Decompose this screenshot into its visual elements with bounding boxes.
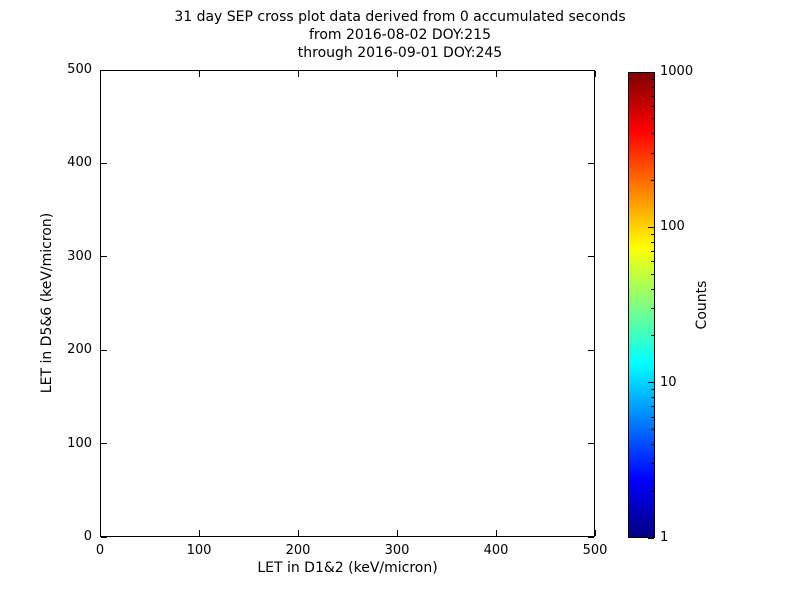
- x-tick-label: 100: [186, 543, 212, 558]
- colorbar-tick-label: 1: [660, 530, 669, 545]
- chart-title-line-3: through 2016-09-01 DOY:245: [297, 45, 503, 61]
- colorbar-minor-tick: [651, 233, 654, 235]
- colorbar-minor-tick: [651, 463, 654, 465]
- x-axis-label: LET in D1&2 (keV/micron): [257, 560, 438, 576]
- colorbar-tick: [648, 226, 654, 228]
- colorbar-minor-tick: [651, 389, 654, 391]
- y-tick: [101, 69, 107, 71]
- colorbar-tick-label: 1000: [660, 64, 694, 79]
- y-tick-label: 100: [67, 435, 92, 451]
- colorbar-minor-tick: [651, 133, 654, 135]
- chart-title-line-2: from 2016-08-02 DOY:215: [308, 27, 491, 43]
- x-tick: [594, 71, 596, 77]
- x-tick: [198, 530, 200, 536]
- chart-title-line-1: 31 day SEP cross plot data derived from …: [174, 9, 626, 25]
- colorbar-gradient: [629, 73, 654, 537]
- colorbar-minor-tick: [651, 261, 654, 263]
- x-tick-label: 300: [384, 543, 410, 558]
- colorbar-minor-tick: [651, 180, 654, 182]
- y-tick-label: 200: [67, 342, 92, 358]
- colorbar-minor-tick: [651, 428, 654, 430]
- x-tick-label: 400: [483, 543, 509, 558]
- colorbar-minor-tick: [651, 152, 654, 154]
- y-tick: [101, 536, 107, 538]
- y-tick: [588, 69, 594, 71]
- colorbar-label: Counts: [694, 280, 710, 330]
- chart-title: 31 day SEP cross plot data derived from …: [0, 8, 800, 62]
- x-tick: [396, 71, 398, 77]
- colorbar-tick: [648, 382, 654, 384]
- x-tick: [297, 530, 299, 536]
- colorbar-minor-tick: [651, 105, 654, 107]
- colorbar-tick: [648, 71, 654, 73]
- y-tick: [588, 349, 594, 351]
- y-tick: [101, 162, 107, 164]
- colorbar-minor-tick: [651, 416, 654, 418]
- colorbar-minor-tick: [651, 250, 654, 252]
- colorbar-minor-tick: [651, 397, 654, 399]
- y-tick: [101, 443, 107, 445]
- y-tick: [588, 256, 594, 258]
- x-tick: [495, 530, 497, 536]
- x-tick: [99, 71, 101, 77]
- y-tick-label: 500: [67, 62, 92, 77]
- colorbar-minor-tick: [651, 78, 654, 80]
- x-tick-label: 500: [582, 543, 608, 558]
- y-tick: [101, 256, 107, 258]
- y-tick-label: 400: [67, 155, 92, 171]
- x-tick: [594, 530, 596, 536]
- y-tick-label: 300: [67, 248, 92, 264]
- x-tick: [495, 71, 497, 77]
- colorbar-tick-label: 100: [660, 219, 685, 235]
- y-tick: [588, 443, 594, 445]
- colorbar-minor-tick: [651, 406, 654, 408]
- x-tick-label: 200: [285, 543, 311, 558]
- y-tick-label: 0: [83, 529, 92, 544]
- colorbar-minor-tick: [651, 308, 654, 310]
- x-tick: [99, 530, 101, 536]
- y-axis-label: LET in D5&6 (keV/micron): [39, 212, 55, 394]
- colorbar-minor-tick: [651, 86, 654, 88]
- y-tick: [588, 162, 594, 164]
- y-tick: [588, 536, 594, 538]
- y-tick: [101, 349, 107, 351]
- colorbar-minor-tick: [651, 118, 654, 120]
- colorbar-minor-tick: [651, 443, 654, 445]
- x-tick-label: 0: [95, 543, 105, 558]
- colorbar-minor-tick: [651, 95, 654, 97]
- colorbar-minor-tick: [651, 490, 654, 492]
- x-tick: [198, 71, 200, 77]
- colorbar-minor-tick: [651, 335, 654, 337]
- colorbar-minor-tick: [651, 241, 654, 243]
- colorbar: [628, 72, 655, 538]
- colorbar-minor-tick: [651, 273, 654, 275]
- colorbar-tick-label: 10: [660, 374, 677, 390]
- colorbar-minor-tick: [651, 288, 654, 290]
- x-tick: [396, 530, 398, 536]
- x-tick: [297, 71, 299, 77]
- colorbar-tick: [648, 537, 654, 539]
- plot-area: [100, 70, 595, 537]
